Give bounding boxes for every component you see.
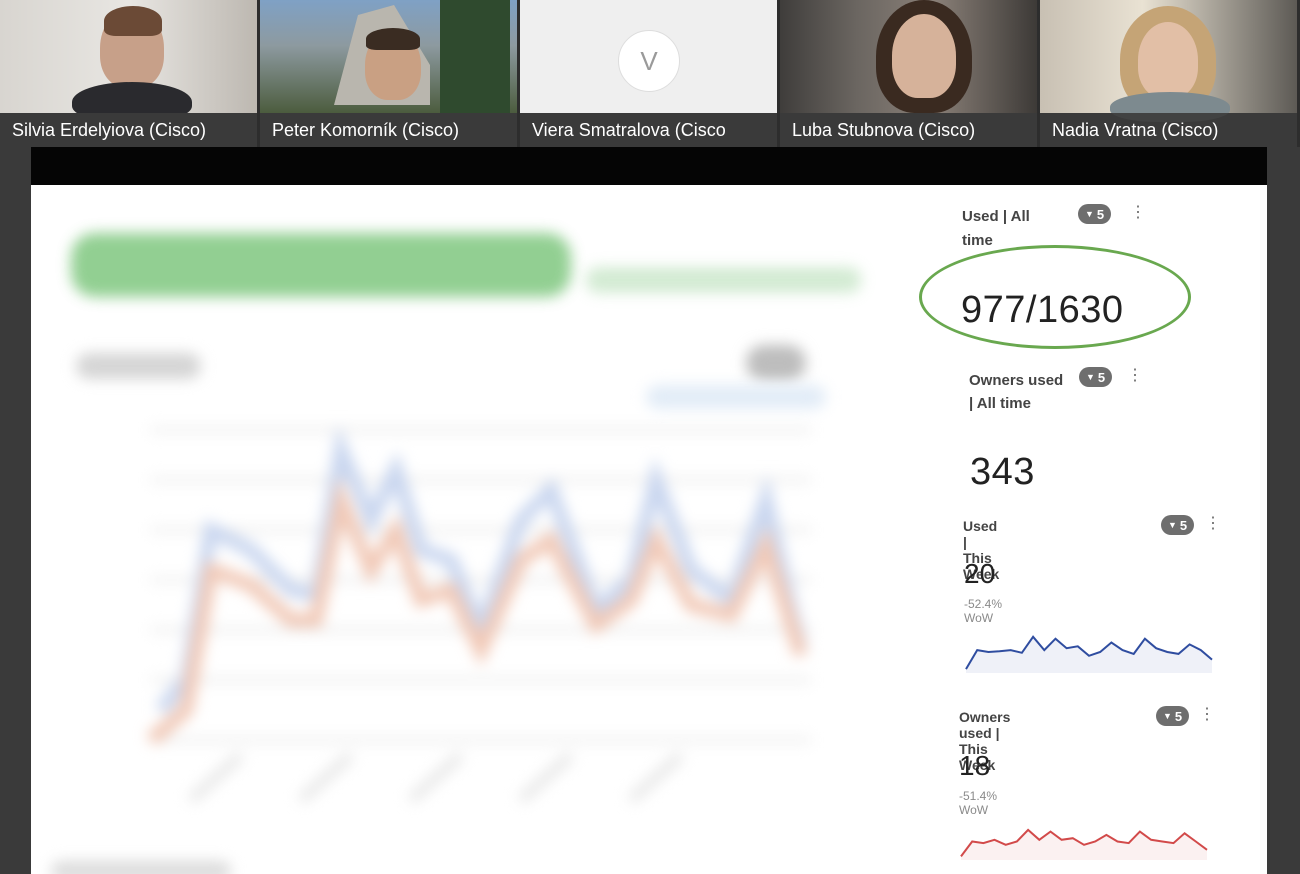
sparkline-owners-this-week	[960, 828, 1208, 860]
sparkline-used-this-week	[965, 635, 1213, 673]
blurred-usage-chart	[146, 425, 811, 804]
filter-count: 5	[1174, 708, 1183, 724]
metric-title-line: Used | All	[962, 208, 1030, 225]
metric-title-line: | All time	[969, 395, 1031, 412]
highlight-circle	[919, 245, 1191, 349]
more-vertical-icon[interactable]: ⋮	[1205, 515, 1221, 532]
more-vertical-icon[interactable]: ⋮	[1199, 706, 1215, 723]
filter-icon: ▼	[1086, 372, 1095, 382]
sparkline-line	[960, 828, 1208, 858]
metric-value: 343	[970, 451, 1035, 493]
screen-share-toolbar	[31, 147, 1267, 185]
participant-video	[1040, 0, 1297, 122]
filter-icon: ▼	[1085, 209, 1094, 219]
participant-name: Luba Stubnova (Cisco)	[780, 113, 1037, 147]
participant-video	[260, 0, 517, 113]
week-over-week: -52.4% WoW	[964, 597, 1003, 625]
participant-avatar: V	[618, 30, 680, 92]
filter-icon: ▼	[1163, 711, 1172, 721]
metric-title: Used | All time	[962, 205, 1052, 253]
blurred-footer	[51, 861, 231, 874]
participant-tile[interactable]: V Viera Smatralova (Cisco	[520, 0, 777, 147]
more-vertical-icon[interactable]: ⋮	[1127, 367, 1143, 384]
blurred-control	[746, 345, 806, 381]
participant-name: Nadia Vratna (Cisco)	[1040, 113, 1297, 147]
participant-tile[interactable]: Peter Komorník (Cisco)	[260, 0, 517, 147]
filter-count: 5	[1097, 369, 1106, 385]
participant-name: Peter Komorník (Cisco)	[260, 113, 517, 147]
week-over-week: -51.4% WoW	[959, 789, 998, 817]
shared-screen: Used | All time ▼ 5 ⋮ 977/1630 Owners us…	[31, 185, 1267, 874]
metric-title-line: time	[962, 232, 993, 249]
metric-value: 18	[959, 750, 991, 781]
participant-video: V	[520, 0, 777, 113]
metric-value: 20	[964, 558, 996, 589]
blurred-dashboard-title	[71, 233, 571, 297]
participant-video	[780, 0, 1037, 113]
participant-name: Viera Smatralova (Cisco	[520, 113, 777, 147]
filter-count: 5	[1096, 206, 1105, 222]
participant-tile[interactable]: Luba Stubnova (Cisco)	[780, 0, 1037, 147]
participant-strip: Silvia Erdelyiova (Cisco) Peter Komorník…	[0, 0, 1300, 147]
blurred-dashboard-subtitle	[586, 267, 861, 293]
metric-title: Owners used | This Week	[959, 709, 1011, 773]
sparkline-line	[965, 635, 1213, 670]
metric-title: Owners used | All time	[969, 369, 1079, 415]
metric-title-line: Owners used	[969, 372, 1064, 389]
filter-badge[interactable]: ▼ 5	[1078, 204, 1112, 224]
participant-tile[interactable]: Silvia Erdelyiova (Cisco)	[0, 0, 257, 147]
metric-value: 977/1630	[961, 289, 1124, 331]
metric-title: Used | This Week	[963, 518, 1000, 582]
filter-icon: ▼	[1168, 520, 1177, 530]
more-vertical-icon[interactable]: ⋮	[1130, 204, 1146, 221]
filter-count: 5	[1179, 517, 1188, 533]
blurred-legend	[646, 385, 826, 409]
filter-badge[interactable]: ▼ 5	[1156, 706, 1190, 726]
participant-video	[0, 0, 257, 122]
participant-name: Silvia Erdelyiova (Cisco)	[0, 113, 257, 147]
blurred-filter-chip	[76, 353, 201, 379]
filter-badge[interactable]: ▼ 5	[1079, 367, 1113, 387]
filter-badge[interactable]: ▼ 5	[1161, 515, 1195, 535]
participant-tile[interactable]: Nadia Vratna (Cisco)	[1040, 0, 1297, 147]
